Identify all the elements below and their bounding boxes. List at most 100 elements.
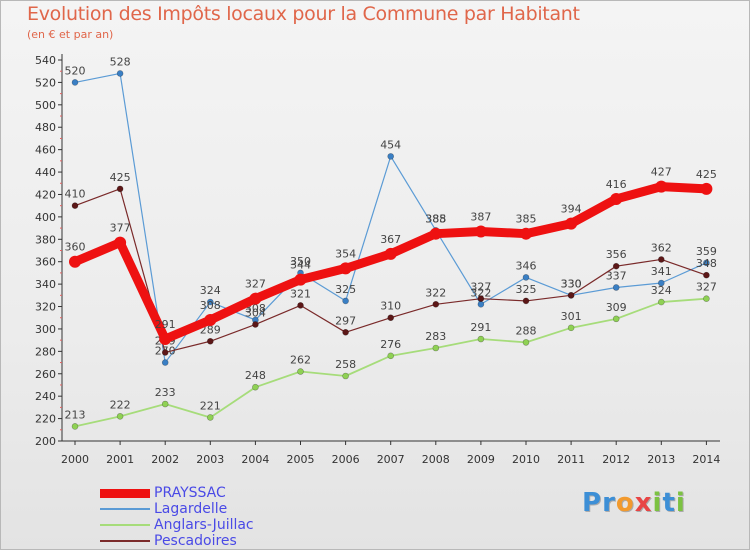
legend-item: Anglars-Juillac <box>100 517 254 533</box>
data-label-lagardelle: 330 <box>561 277 582 290</box>
x-tick-label: 2007 <box>377 453 405 466</box>
y-tick-label: 280 <box>35 345 56 358</box>
data-label-pescadoires: 410 <box>65 188 86 201</box>
legend-item: PRAYSSAC <box>100 485 254 501</box>
data-point-lagardelle <box>161 359 169 366</box>
data-label-lagardelle: 341 <box>651 265 672 278</box>
data-point-anglars-juillac <box>432 344 440 352</box>
data-label-prayssac: 425 <box>696 168 717 181</box>
legend-item: Lagardelle <box>100 501 254 517</box>
x-tick-label: 2005 <box>287 453 315 466</box>
data-point-lagardelle <box>477 300 485 308</box>
y-tick-label: 300 <box>35 323 56 336</box>
data-label-lagardelle: 324 <box>200 284 221 297</box>
data-point-pescadoires <box>657 256 665 263</box>
legend-label: Anglars-Juillac <box>154 517 254 533</box>
data-point-anglars-juillac <box>703 295 710 302</box>
data-label-pescadoires: 304 <box>245 306 266 319</box>
y-tick-label: 520 <box>35 76 56 89</box>
legend-swatch <box>100 540 150 542</box>
x-tick-label: 2011 <box>557 453 585 466</box>
data-point-pescadoires <box>342 329 349 336</box>
data-label-prayssac: 327 <box>245 278 266 291</box>
data-label-prayssac: 394 <box>561 203 582 216</box>
data-label-anglars-juillac: 262 <box>290 354 311 367</box>
chart-legend: PRAYSSAC Lagardelle Anglars-Juillac Pescado… <box>100 485 254 549</box>
data-point-anglars-juillac <box>522 339 530 346</box>
data-label-prayssac: 308 <box>200 299 221 312</box>
data-label-anglars-juillac: 283 <box>425 330 446 343</box>
y-tick-label: 320 <box>35 301 56 314</box>
data-point-anglars-juillac <box>477 335 485 343</box>
data-point-anglars-juillac <box>657 298 665 306</box>
y-tick-label: 380 <box>35 233 56 246</box>
data-point-pescadoires <box>207 337 214 345</box>
data-label-lagardelle: 346 <box>516 259 537 272</box>
data-label-lagardelle: 322 <box>470 286 491 299</box>
data-label-prayssac: 360 <box>65 241 86 254</box>
legend-item: Pescadoires <box>100 533 254 549</box>
data-point-lagardelle <box>657 279 665 287</box>
data-label-anglars-juillac: 327 <box>696 281 717 294</box>
data-label-pescadoires: 348 <box>696 257 717 270</box>
data-label-prayssac: 385 <box>516 213 537 226</box>
x-tick-label: 2012 <box>602 453 630 466</box>
chart-title: Evolution des Impôts locaux pour la Comm… <box>27 3 580 25</box>
data-label-anglars-juillac: 233 <box>155 386 176 399</box>
data-point-anglars-juillac <box>207 414 214 421</box>
data-point-anglars-juillac <box>252 383 259 391</box>
data-label-prayssac: 387 <box>470 210 491 223</box>
data-point-prayssac <box>655 180 668 193</box>
data-point-pescadoires <box>612 262 620 270</box>
data-point-lagardelle <box>207 298 214 306</box>
data-label-anglars-juillac: 288 <box>516 324 537 337</box>
x-tick-label: 2003 <box>196 453 224 466</box>
data-label-lagardelle: 528 <box>110 55 131 68</box>
data-point-prayssac <box>159 333 172 346</box>
y-tick-label: 500 <box>35 99 56 112</box>
data-point-pescadoires <box>522 297 530 305</box>
data-point-prayssac <box>429 227 442 240</box>
logo-letter: r <box>602 488 616 518</box>
x-tick-label: 2004 <box>241 453 269 466</box>
data-point-anglars-juillac <box>161 400 169 408</box>
data-point-prayssac <box>204 313 217 326</box>
data-point-pescadoires <box>71 202 79 209</box>
x-tick-label: 2009 <box>467 453 495 466</box>
y-tick-label: 440 <box>35 166 56 179</box>
data-label-prayssac: 416 <box>606 178 627 191</box>
data-point-lagardelle <box>703 259 710 267</box>
data-point-prayssac <box>474 225 487 238</box>
data-point-lagardelle <box>116 70 124 77</box>
data-label-prayssac: 367 <box>380 233 401 246</box>
y-tick-label: 340 <box>35 278 56 291</box>
x-tick-label: 2014 <box>692 453 720 466</box>
data-label-anglars-juillac: 222 <box>110 398 131 411</box>
data-point-prayssac <box>565 217 578 230</box>
data-point-prayssac <box>294 273 307 286</box>
data-label-pescadoires: 356 <box>606 248 627 261</box>
data-point-anglars-juillac <box>116 413 124 420</box>
data-label-prayssac: 377 <box>110 222 131 235</box>
data-label-anglars-juillac: 301 <box>561 310 582 323</box>
data-point-pescadoires <box>432 300 440 308</box>
y-tick-label: 220 <box>35 413 56 426</box>
logo-letter: P <box>582 488 603 518</box>
data-point-prayssac <box>249 292 262 305</box>
data-label-prayssac: 344 <box>290 259 311 272</box>
data-label-pescadoires: 325 <box>516 283 537 296</box>
data-point-pescadoires <box>387 314 395 322</box>
data-label-pescadoires: 330 <box>561 277 582 290</box>
data-label-lagardelle: 454 <box>380 138 401 151</box>
data-label-lagardelle: 350 <box>290 255 311 268</box>
data-point-anglars-juillac <box>71 423 79 430</box>
data-point-pescadoires <box>297 302 304 309</box>
data-point-lagardelle <box>342 297 349 305</box>
data-point-lagardelle <box>387 153 395 160</box>
x-tick-label: 2001 <box>106 453 134 466</box>
y-tick-label: 540 <box>35 54 56 67</box>
data-point-pescadoires <box>477 295 485 302</box>
y-tick-label: 420 <box>35 188 56 201</box>
data-label-pescadoires: 327 <box>470 281 491 294</box>
data-point-prayssac <box>520 227 532 240</box>
